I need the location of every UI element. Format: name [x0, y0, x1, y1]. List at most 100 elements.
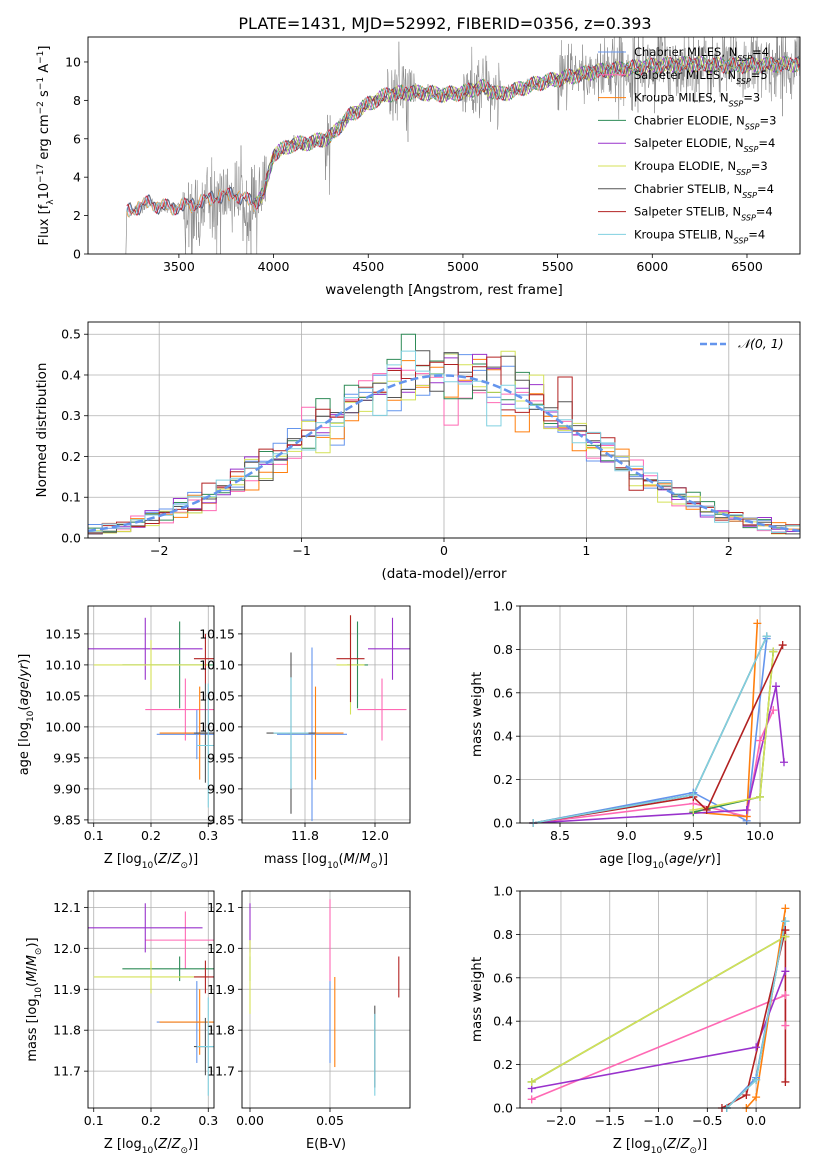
y-tick-label: 10.15 — [199, 626, 235, 641]
x-tick-label: 4000 — [258, 259, 290, 274]
axes-frame — [87, 890, 215, 1109]
weight-marker-salpeter-miles — [769, 706, 778, 715]
y-tick-label: 0.1 — [61, 490, 81, 505]
weight-marker-kroupa-miles — [781, 904, 790, 913]
x-axis-label: (data-model)/error — [381, 566, 507, 582]
y-tick-label: 9.85 — [207, 812, 235, 827]
weight-marker-salpeter-stelib — [702, 805, 711, 814]
legend-label: Chabrier STELIB, N — [634, 182, 742, 196]
x-tick-label: 0.2 — [141, 828, 161, 843]
y-tick-label: 9.90 — [53, 781, 81, 796]
x-tick-label: 0.1 — [84, 828, 104, 843]
x-tick-label: 9.5 — [683, 828, 703, 843]
y-axis-label: Flux [fλ10−17 erg cm−2 s−1 A−1] — [36, 46, 56, 246]
x-axis-label: age [log10(age/yr)] — [599, 852, 721, 871]
x-axis-label: Z [log10(Z/Z⊙)] — [104, 1137, 198, 1156]
legend-entry-salpeter-stelib: Salpeter STELIB, NSSP=4 — [634, 205, 773, 223]
weight-marker-salpeter-elodie — [780, 758, 788, 767]
x-tick-label: 0.05 — [316, 1113, 344, 1128]
weight-marker-kroupa-elodie — [527, 1077, 536, 1086]
y-tick-label: 1.0 — [493, 599, 513, 614]
x-tick-label: 3500 — [163, 259, 195, 274]
weight-marker-salpeter-stelib — [742, 1090, 751, 1099]
spectrum-model-kroupa-stelib — [126, 55, 800, 218]
x-tick-label: −1.5 — [595, 1113, 625, 1128]
x-tick-label: 6000 — [636, 259, 668, 274]
x-tick-label: 0.3 — [198, 1113, 218, 1128]
legend-entry-chabrier-stelib: Chabrier STELIB, NSSP=4 — [634, 182, 774, 200]
legend-subscript: SSP — [744, 145, 759, 154]
axes-frame — [87, 605, 215, 824]
panel-mass_vs_ebv: 0.00 0.05 11.7 11.8 11.9 12.0 12.1 E(B-V) — [207, 890, 411, 1152]
x-tick-label: 12.0 — [361, 828, 389, 843]
legend-entry-kroupa-elodie: Kroupa ELODIE, NSSP=3 — [634, 159, 768, 177]
weight-marker-kroupa-miles — [753, 619, 762, 628]
y-tick-label: 0.2 — [493, 1057, 513, 1072]
weight-marker-kroupa-elodie — [756, 792, 764, 801]
legend-subscript: SSP — [745, 122, 760, 131]
legend-subscript: SSP — [734, 236, 749, 245]
x-tick-label: 8.5 — [550, 828, 570, 843]
y-tick-label: 0.0 — [493, 816, 513, 831]
legend-entry-chabrier-elodie: Chabrier ELODIE, NSSP=3 — [634, 113, 776, 130]
figure-title: PLATE=1431, MJD=52992, FIBERID=0356, z=0… — [238, 14, 651, 33]
hist-salpeter-stelib — [88, 356, 800, 534]
x-tick-label: 4500 — [352, 259, 384, 274]
legend-subscript: SSP — [742, 190, 757, 199]
legend-entry-salpeter-elodie: Salpeter ELODIE, NSSP=4 — [634, 136, 775, 154]
y-tick-label: 10.10 — [199, 657, 235, 672]
y-tick-label: 10 — [65, 54, 81, 69]
legend-label: Salpeter ELODIE, N — [634, 136, 744, 150]
y-tick-label: 10.00 — [45, 719, 81, 734]
y-axis-label: Normed distribution — [34, 363, 50, 498]
x-tick-label: 2 — [725, 543, 733, 558]
legend-subscript: SSP — [736, 76, 751, 85]
x-tick-label: −1.0 — [643, 1113, 673, 1128]
x-tick-label: 5000 — [447, 259, 479, 274]
normal-curve — [88, 374, 800, 533]
y-tick-label: 12.1 — [53, 900, 81, 915]
y-tick-label: 11.7 — [53, 1064, 81, 1079]
y-tick-label: 0.0 — [493, 1101, 513, 1116]
legend-suffix: =3 — [751, 159, 768, 173]
y-tick-label: 0.5 — [61, 327, 81, 342]
y-tick-label: 0.0 — [61, 531, 81, 546]
weight-marker-kroupa-elodie — [769, 647, 778, 656]
weight-marker-kroupa-elodie — [689, 805, 698, 814]
y-axis-label: age [log10(age/yr)] — [17, 654, 36, 776]
y-tick-label: 9.85 — [53, 812, 81, 827]
y-tick-label: 0.4 — [493, 729, 513, 744]
axes-frame — [519, 890, 801, 1109]
y-tick-label: 10.05 — [45, 688, 81, 703]
plot-area — [249, 899, 400, 1096]
y-tick-label: 10.15 — [45, 626, 81, 641]
y-tick-label: 11.7 — [207, 1064, 235, 1079]
weight-marker-salpeter-elodie — [742, 805, 751, 814]
y-tick-label: 0.4 — [61, 367, 81, 382]
panel-age_vs_mass: 11.8 12.0 9.85 9.90 9.95 10.00 10.05 10.10 10.15… — [199, 605, 411, 871]
legend-suffix: =3 — [760, 113, 777, 127]
weight-marker-salpeter-miles — [527, 1095, 536, 1104]
spectrum-model-kroupa-elodie — [254, 55, 800, 204]
x-tick-label: −0.5 — [692, 1113, 722, 1128]
legend-entry-kroupa-stelib: Kroupa STELIB, NSSP=4 — [634, 227, 765, 245]
legend-entry-kroupa-miles: Kroupa MILES, NSSP=3 — [634, 91, 760, 109]
legend-suffix: =4 — [758, 136, 775, 150]
weight-marker-kroupa-stelib — [781, 917, 790, 926]
y-tick-label: 1.0 — [493, 884, 513, 899]
x-tick-label: 0.2 — [141, 1113, 161, 1128]
weight-marker-salpeter-stelib — [778, 641, 787, 650]
legend-suffix: =3 — [743, 91, 760, 105]
weight-marker-kroupa-stelib — [752, 1075, 761, 1084]
legend-label: Kroupa STELIB, N — [634, 227, 734, 241]
x-tick-label: 6500 — [731, 259, 763, 274]
y-tick-label: 12.0 — [207, 941, 235, 956]
panel-age_vs_Z: 0.1 0.2 0.3 9.85 9.90 9.95 10.00 10.05 10.10 10.1… — [17, 605, 218, 871]
weight-marker-salpeter-miles — [756, 736, 764, 745]
x-tick-label: 0 — [440, 543, 448, 558]
x-tick-label: 0.00 — [236, 1113, 264, 1128]
x-tick-label: 0.3 — [198, 828, 218, 843]
y-tick-label: 9.90 — [207, 781, 235, 796]
legend-subscript: SSP — [737, 54, 752, 63]
